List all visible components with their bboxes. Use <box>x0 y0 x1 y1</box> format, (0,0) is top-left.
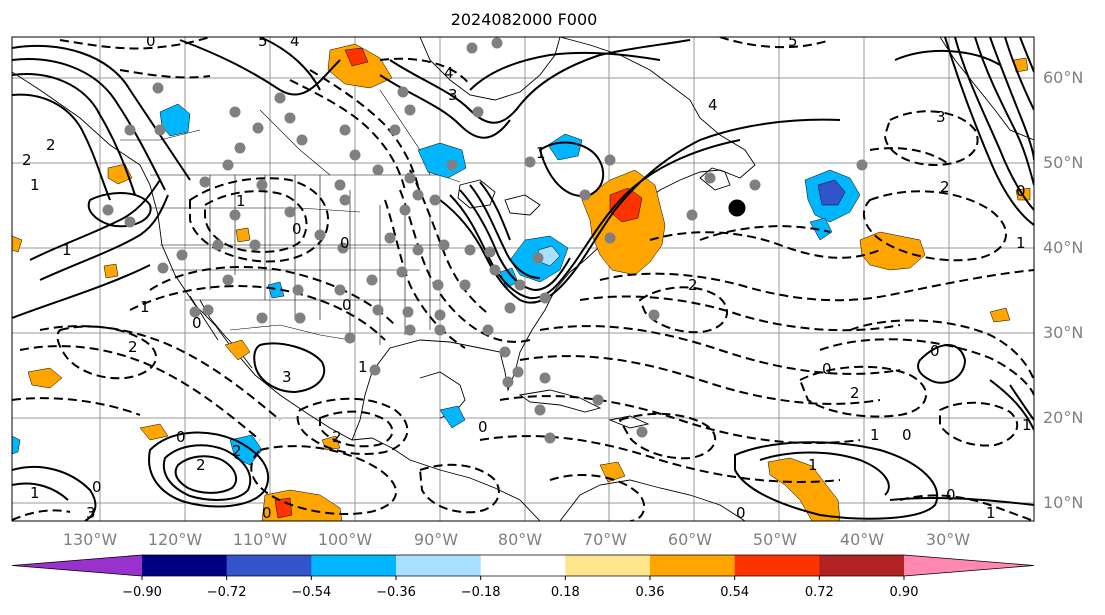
colorbar-tick-label: −0.36 <box>376 585 416 600</box>
contour-label: 3 <box>282 368 292 386</box>
colorbar-tick-label: 0.36 <box>636 585 665 600</box>
colorbar-cell <box>565 555 651 576</box>
map-title: 2024082000 F000 <box>451 10 598 29</box>
contour-label: 0 <box>930 342 940 360</box>
colorbar-tick-label: −0.54 <box>291 585 331 600</box>
colorbar-cell <box>226 555 312 576</box>
colorbar-cell <box>396 555 482 576</box>
colorbar-cell <box>734 555 820 576</box>
contour-label: 1 <box>1022 416 1032 434</box>
contour-label: 1 <box>62 241 72 259</box>
station-dots <box>102 37 868 444</box>
lon-label: 80°W <box>498 530 542 549</box>
colorbar-cell <box>480 555 566 576</box>
contour-label: 0 <box>478 418 488 436</box>
contour-label: 2 <box>128 338 138 356</box>
contour-label: 2 <box>232 442 242 460</box>
colorbar-cell <box>142 555 228 576</box>
contour-label: 0 <box>92 478 102 496</box>
colorbar-ticks: −0.90 −0.72 −0.54 −0.36 −0.18 0.18 0.36 0.54 0.7… <box>122 576 918 600</box>
contour-label: 0 <box>902 426 912 444</box>
colorbar-tick-label: −0.90 <box>122 585 162 600</box>
lat-label: 40°N <box>1043 238 1083 257</box>
lat-label: 30°N <box>1043 323 1083 342</box>
colorbar-cell <box>819 555 905 576</box>
contour-label: 1 <box>358 358 368 376</box>
colorbar-tick-label: 0.90 <box>890 585 919 600</box>
map-frame <box>11 36 1035 522</box>
contour-label: 3 <box>448 86 458 104</box>
contour-label: 2 <box>22 151 32 169</box>
contour-label: 1 <box>140 298 150 316</box>
colorbar-tick-label: −0.72 <box>207 585 247 600</box>
lon-label: 130°W <box>63 530 118 549</box>
colorbar-extend-high <box>904 555 1034 576</box>
contour-label: 0 <box>292 220 302 238</box>
colorbar: −0.90 −0.72 −0.54 −0.36 −0.18 0.18 0.36 0.54 0.7… <box>11 554 1035 600</box>
contour-label: 5 <box>788 32 798 50</box>
colorbar-tick-label: 0.18 <box>551 585 580 600</box>
contour-label: 2 <box>850 384 860 402</box>
lon-label: 100°W <box>318 530 373 549</box>
lat-label: 50°N <box>1043 153 1083 172</box>
contour-label: 5 <box>258 32 268 50</box>
contour-label: 0 <box>262 504 272 522</box>
lat-label: 60°N <box>1043 68 1083 87</box>
contour-label: 0 <box>946 486 956 504</box>
contour-label: 0 <box>736 504 746 522</box>
contour-label: 2 <box>688 276 698 294</box>
contour-label: 2 <box>46 136 56 154</box>
lon-label: 60°W <box>668 530 712 549</box>
colorbar-tick-label: 0.72 <box>805 585 834 600</box>
contour-label: 4 <box>708 96 718 114</box>
contour-label: 2 <box>940 178 950 196</box>
colorbar-extend-low <box>12 555 142 576</box>
contour-label: 1 <box>808 456 818 474</box>
lon-label: 110°W <box>233 530 288 549</box>
lon-label: 50°W <box>753 530 797 549</box>
contour-label: 1 <box>236 192 246 210</box>
highlight-point-marker <box>728 199 746 217</box>
contour-label: 1 <box>30 484 40 502</box>
contour-label: 1 <box>986 504 996 522</box>
contour-label: 1 <box>30 176 40 194</box>
contour-labels: 5 4 0 4 3 4 5 2 1 2 1 0 0 0 1 2 0 3 1 0 … <box>22 32 1032 522</box>
contour-label: 0 <box>822 360 832 378</box>
contour-label: 2 <box>332 428 342 446</box>
contour-label: 1 <box>870 426 880 444</box>
contours-positive <box>12 37 1034 521</box>
lon-label: 90°W <box>414 530 458 549</box>
colorbar-cell <box>650 555 736 576</box>
lon-label: 120°W <box>148 530 203 549</box>
colorbar-cells <box>11 554 1035 577</box>
contour-label: 0 <box>340 234 350 252</box>
contour-label: 2 <box>196 456 206 474</box>
lat-label: 10°N <box>1043 493 1083 512</box>
contour-label: 4 <box>290 32 300 50</box>
lon-label: 30°W <box>926 530 970 549</box>
lon-label: 40°W <box>840 530 884 549</box>
lon-label: 70°W <box>583 530 627 549</box>
colorbar-cell <box>311 555 397 576</box>
lat-label: 20°N <box>1043 408 1083 427</box>
contour-label: 1 <box>1016 234 1026 252</box>
map-area: 5 4 0 4 3 4 5 2 1 2 1 0 0 0 1 2 0 3 1 0 … <box>12 32 1034 522</box>
colorbar-tick-label: −0.18 <box>461 585 501 600</box>
contour-label: 0 <box>176 428 186 446</box>
contour-label: 4 <box>444 64 454 82</box>
contour-label: 0 <box>1016 182 1026 200</box>
contour-label: 3 <box>936 108 946 126</box>
longitude-labels: 130°W 120°W 110°W 100°W 90°W 80°W 70°W 6… <box>63 530 970 549</box>
latitude-labels: 60°N 50°N 40°N 30°N 20°N 10°N <box>1043 68 1083 512</box>
contour-label: 1 <box>536 144 546 162</box>
colorbar-tick-label: 0.54 <box>720 585 749 600</box>
contour-label: 0 <box>342 296 352 314</box>
contour-label: 0 <box>146 32 156 50</box>
contour-label: 0 <box>192 314 202 332</box>
contour-label: 3 <box>86 504 96 522</box>
